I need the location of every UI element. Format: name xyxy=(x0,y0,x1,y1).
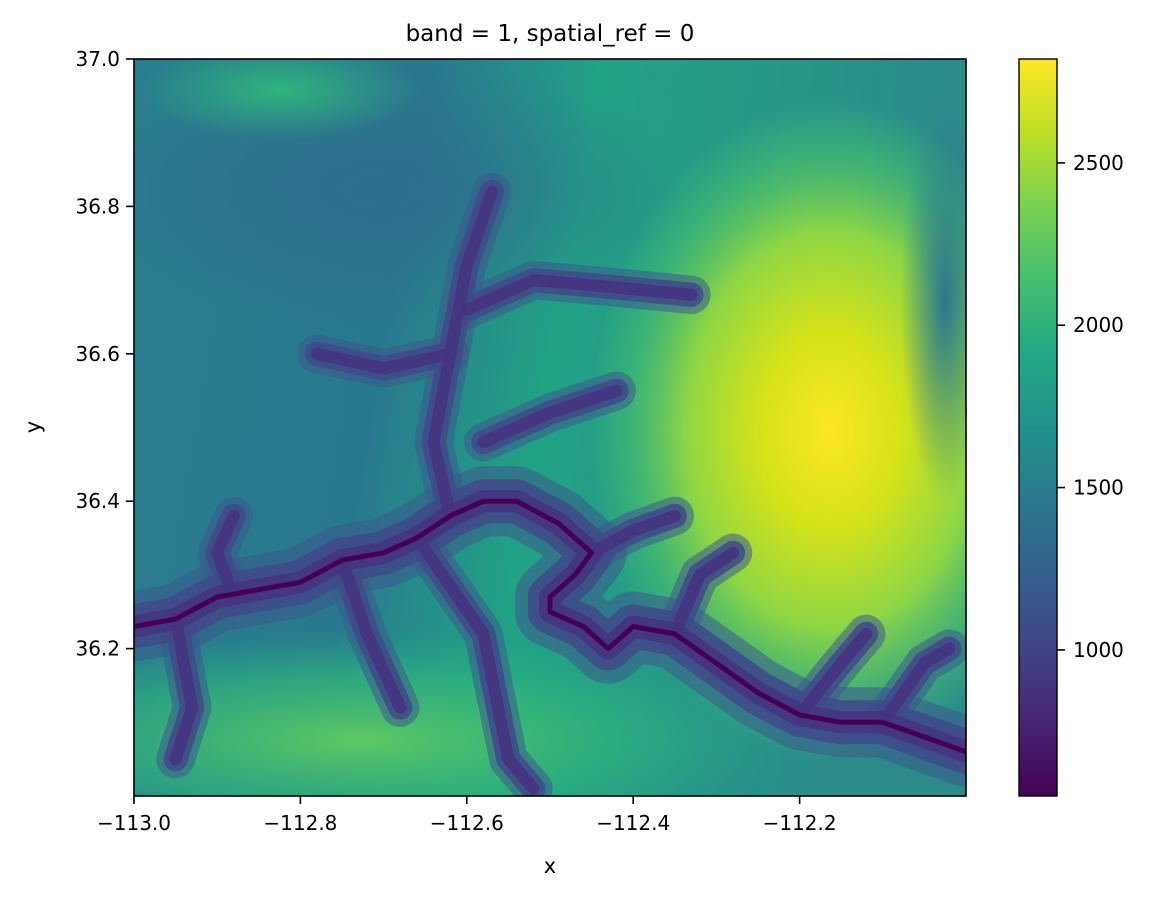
colorbar-tick-label: 1000 xyxy=(1073,638,1124,662)
colorbar-gradient xyxy=(1019,59,1057,796)
y-axis: 36.2 36.4 36.6 36.8 37.0 xyxy=(75,47,134,661)
chart-title: band = 1, spatial_ref = 0 xyxy=(406,21,695,47)
y-tick-label: 36.2 xyxy=(75,637,120,661)
canyon-arm-2-5 xyxy=(335,554,407,714)
plot-area xyxy=(134,59,966,796)
canyon-arm-2-4 xyxy=(211,509,240,604)
canyon-arm-2-1 xyxy=(310,347,457,375)
colorbar-tick-label: 2000 xyxy=(1073,313,1124,337)
canyon-arm-2-10 xyxy=(876,642,956,729)
colorbar-tick-label: 2500 xyxy=(1073,151,1124,175)
canyon-arm-2-9 xyxy=(793,627,873,721)
plot-frame xyxy=(133,58,967,797)
x-tick-label: −112.8 xyxy=(263,811,337,835)
x-tick-label: −112.6 xyxy=(430,811,504,835)
colorbar: 1000 1500 2000 2500 xyxy=(1018,58,1124,797)
northwest-upland xyxy=(140,59,420,140)
y-tick-label: 36.8 xyxy=(75,194,120,218)
y-tick-label: 37.0 xyxy=(75,47,120,71)
colorbar-frame xyxy=(1018,58,1058,797)
canyon-arm-2-11 xyxy=(585,509,681,559)
colorado-river-line xyxy=(134,498,966,755)
canyon-arm-2-8 xyxy=(668,546,740,640)
x-axis: −113.0 −112.8 −112.6 −112.4 −112.2 xyxy=(97,796,837,835)
canyon-layer xyxy=(134,172,966,796)
colorbar-ticks: 1000 1500 2000 2500 xyxy=(1057,151,1124,662)
canyon-arm-2-2 xyxy=(460,274,698,316)
east-valley xyxy=(900,100,966,500)
y-tick-label: 36.4 xyxy=(75,489,120,513)
x-tick-label: −112.2 xyxy=(763,811,837,835)
x-tick-label: −113.0 xyxy=(97,811,171,835)
x-tick-label: −112.4 xyxy=(596,811,670,835)
canyon-arm-2-6 xyxy=(410,531,540,795)
canyon-arm-2-7 xyxy=(169,613,199,766)
y-tick-label: 36.6 xyxy=(75,342,120,366)
x-axis-label: x xyxy=(544,854,556,878)
y-axis-label: y xyxy=(21,421,45,433)
colorbar-tick-label: 1500 xyxy=(1073,476,1124,500)
canyon-arm-2-3 xyxy=(477,384,623,449)
